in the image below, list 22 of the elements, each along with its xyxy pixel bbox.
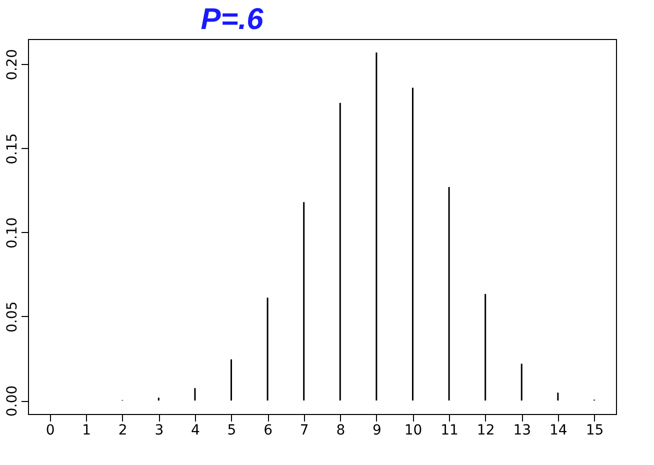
y-tick-label: 0.00: [4, 385, 20, 417]
x-tick-label: 8: [336, 422, 346, 438]
x-tick-label: 11: [440, 422, 458, 438]
y-tick-label: 0.10: [4, 217, 20, 248]
x-tick-label: 1: [82, 422, 92, 438]
x-tick-label: 5: [227, 422, 236, 438]
chart-title: P=.6: [200, 3, 264, 36]
x-tick-label: 3: [154, 422, 164, 438]
x-tick-label: 9: [372, 422, 382, 438]
x-tick-label: 7: [300, 422, 309, 438]
x-tick-label: 15: [586, 422, 604, 438]
x-tick-label: 2: [118, 422, 128, 438]
y-tick-label: 0.05: [4, 301, 20, 333]
x-tick-label: 10: [404, 422, 422, 438]
x-tick-label: 6: [264, 422, 273, 438]
x-tick-label: 12: [476, 422, 495, 438]
x-tick-label: 4: [191, 422, 200, 438]
x-tick-label: 14: [550, 422, 568, 438]
x-tick-label: 0: [46, 422, 55, 438]
x-tick-label: 13: [513, 422, 532, 438]
y-tick-label: 0.20: [4, 49, 20, 80]
y-tick-label: 0.15: [4, 133, 20, 164]
